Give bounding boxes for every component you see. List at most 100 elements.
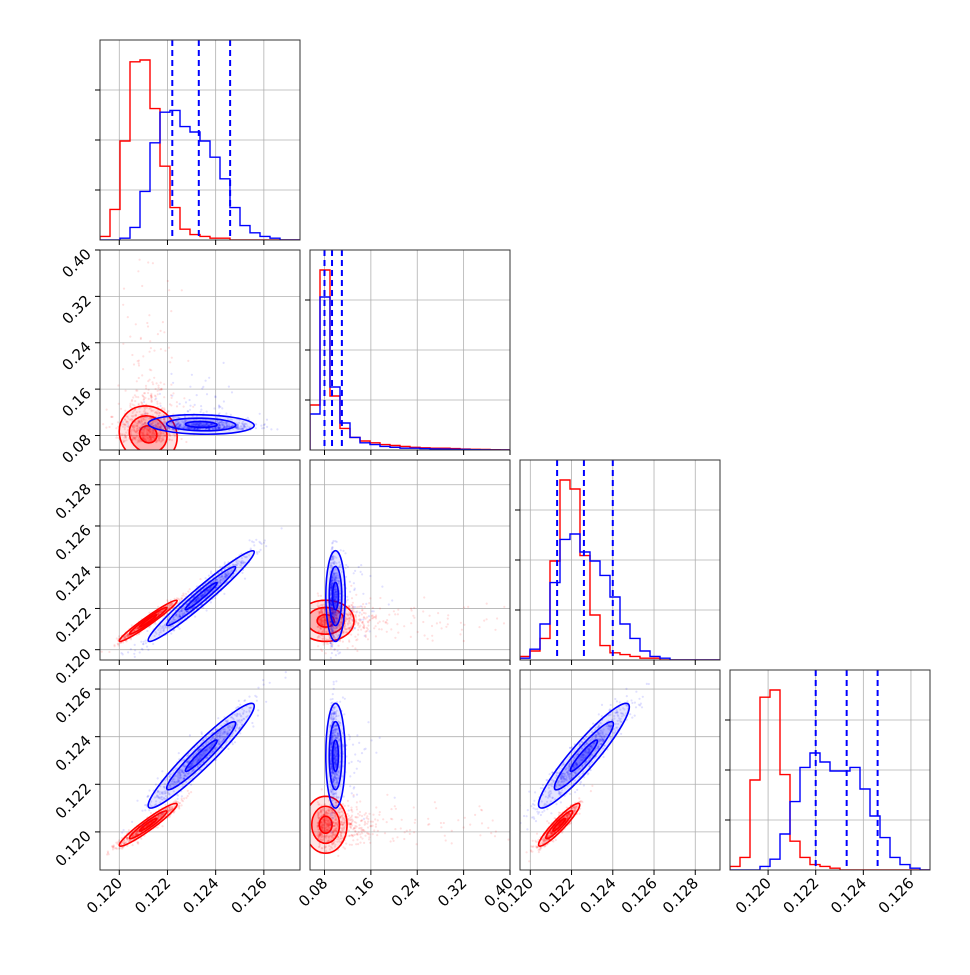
- scatter-point: [118, 635, 120, 637]
- scatter-point: [364, 635, 366, 637]
- scatter-point: [251, 540, 253, 542]
- scatter-point: [348, 639, 350, 641]
- histogram-red: [520, 480, 720, 660]
- scatter-point: [333, 661, 335, 663]
- scatter-point: [111, 423, 113, 425]
- scatter-point: [213, 407, 215, 409]
- scatter-point: [258, 541, 260, 543]
- scatter-point: [437, 612, 439, 614]
- scatter-point: [146, 630, 148, 632]
- scatter-point: [143, 641, 145, 643]
- scatter-point: [350, 585, 352, 587]
- scatter-point: [141, 285, 143, 287]
- scatter-point: [134, 644, 136, 646]
- scatter-point: [352, 608, 354, 610]
- scatter-point: [381, 628, 383, 630]
- scatter-point: [264, 423, 266, 425]
- scatter-point: [147, 261, 149, 263]
- scatter-point: [260, 425, 262, 427]
- scatter-point: [152, 176, 154, 178]
- y-tick-label: 0.40: [58, 245, 94, 281]
- scatter-point: [371, 615, 373, 617]
- scatter-point: [361, 621, 363, 623]
- scatter-point: [270, 428, 272, 430]
- scatter-point: [331, 646, 333, 648]
- scatter-point: [122, 343, 124, 345]
- scatter-point: [163, 407, 165, 409]
- scatter-point: [137, 360, 139, 362]
- scatter-point: [411, 609, 413, 611]
- scatter-point: [397, 632, 399, 634]
- scatter-point: [344, 552, 346, 554]
- scatter-point: [130, 648, 132, 650]
- scatter-point: [360, 629, 362, 631]
- scatter-point: [171, 397, 173, 399]
- scatter-point: [276, 428, 278, 430]
- scatter-point: [247, 417, 249, 419]
- scatter-point: [385, 621, 387, 623]
- scatter-point: [158, 415, 160, 417]
- scatter-point: [141, 394, 143, 396]
- scatter-point: [355, 616, 357, 618]
- scatter-point: [255, 423, 257, 425]
- scatter-point: [355, 618, 357, 620]
- panel-content: [520, 460, 720, 660]
- scatter-point: [155, 395, 157, 397]
- scatter-point: [148, 625, 150, 627]
- scatter-point: [171, 395, 173, 397]
- scatter-point: [181, 289, 183, 291]
- scatter-point: [183, 397, 185, 399]
- scatter-point: [422, 621, 424, 623]
- scatter-point: [330, 657, 332, 659]
- panel-0-0: [95, 40, 300, 245]
- scatter-point: [140, 338, 142, 340]
- scatter-point: [176, 401, 178, 403]
- scatter-point: [371, 610, 373, 612]
- scatter-point: [136, 380, 138, 382]
- scatter-point: [145, 642, 147, 644]
- scatter-point: [143, 399, 145, 401]
- scatter-point: [460, 622, 462, 624]
- scatter-point: [189, 409, 191, 411]
- scatter-point: [375, 635, 377, 637]
- scatter-point: [120, 408, 122, 410]
- scatter-point: [160, 382, 162, 384]
- scatter-point: [378, 628, 380, 630]
- scatter-point: [139, 427, 141, 429]
- scatter-point: [138, 377, 140, 379]
- scatter-point: [354, 636, 356, 638]
- scatter-point: [393, 610, 395, 612]
- scatter-point: [459, 633, 461, 635]
- scatter-point: [361, 573, 363, 575]
- scatter-point: [256, 553, 258, 555]
- scatter-point: [350, 634, 352, 636]
- scatter-point: [147, 426, 149, 428]
- scatter-point: [265, 545, 267, 547]
- scatter-point: [221, 407, 223, 409]
- scatter-point: [360, 571, 362, 573]
- panel-content: [100, 670, 300, 870]
- scatter-point: [369, 597, 371, 599]
- scatter-point: [447, 618, 449, 620]
- scatter-point: [101, 651, 103, 653]
- scatter-point: [353, 582, 355, 584]
- scatter-point: [169, 361, 171, 363]
- scatter-point: [503, 606, 505, 608]
- panel-content: [310, 250, 510, 450]
- scatter-point: [163, 331, 165, 333]
- scatter-point: [403, 625, 405, 627]
- scatter-point: [159, 616, 161, 618]
- scatter-point: [137, 396, 139, 398]
- scatter-point: [258, 551, 260, 553]
- scatter-point: [206, 411, 208, 413]
- scatter-point: [158, 387, 160, 389]
- scatter-point: [133, 404, 135, 406]
- scatter-point: [134, 656, 136, 658]
- scatter-point: [520, 629, 522, 631]
- scatter-point: [431, 625, 433, 627]
- scatter-point: [165, 804, 167, 806]
- scatter-point: [137, 841, 139, 843]
- scatter-point: [410, 608, 412, 610]
- scatter-point: [106, 409, 108, 411]
